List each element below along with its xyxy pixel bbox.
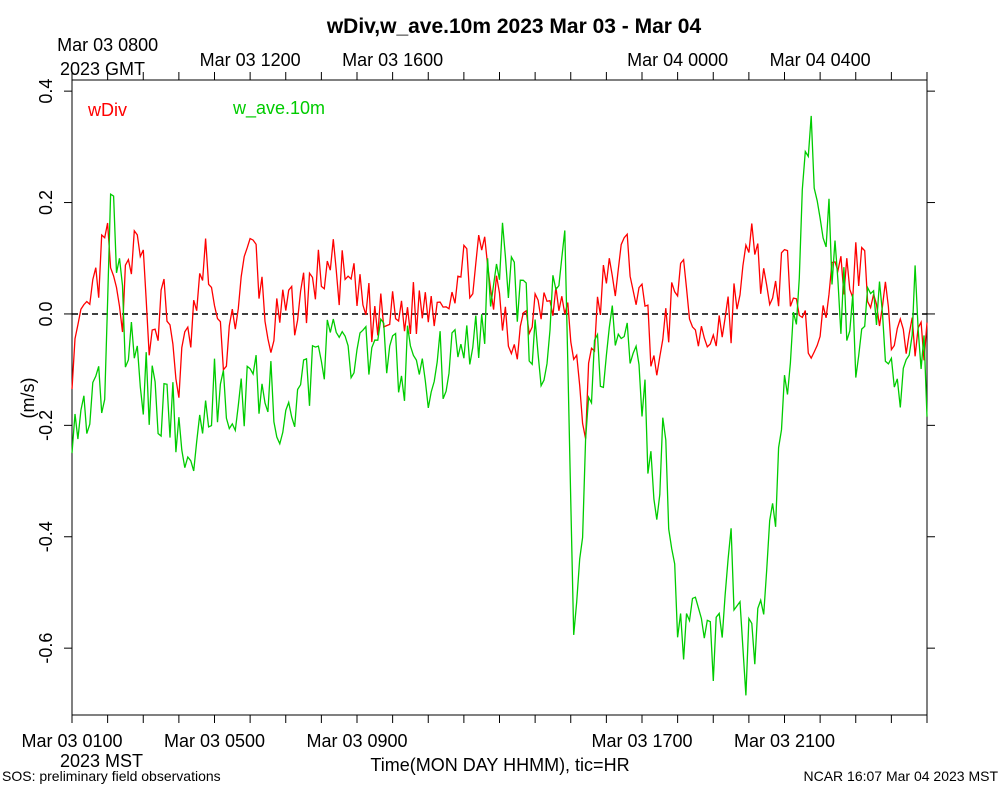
bottom-axis-label: Mar 03 0500 <box>164 731 265 751</box>
top-axis-labels: Mar 03 0800 Mar 03 1200 Mar 03 1600 Mar 04 … <box>57 35 871 70</box>
bottom-axis-label: Mar 03 0100 <box>21 731 122 751</box>
top-axis-label: Mar 03 1200 <box>200 50 301 70</box>
plot-frame <box>71 79 928 716</box>
footer-right-note: NCAR 16:07 Mar 04 2023 MST <box>803 768 998 784</box>
series-line-wdiv <box>71 222 928 439</box>
bottom-axis-label: Mar 03 1700 <box>591 731 692 751</box>
series-line-w-ave-10m <box>71 115 928 696</box>
y-tick-label: 0.2 <box>36 190 56 215</box>
y-tick-label: -0.6 <box>36 633 56 664</box>
top-axis-label: Mar 03 0800 <box>57 35 158 55</box>
bottom-axis-zone-label: 2023 MST <box>60 751 143 771</box>
top-axis-label: Mar 04 0000 <box>627 50 728 70</box>
y-tick-label: -0.2 <box>36 410 56 441</box>
legend-entry-w-ave-10m: w_ave.10m <box>232 98 325 119</box>
bottom-axis-label: Mar 03 0900 <box>306 731 407 751</box>
footer-left-note: SOS: preliminary field observations <box>2 768 221 784</box>
y-tick-label: -0.4 <box>36 521 56 552</box>
chart-title: wDiv,w_ave.10m 2023 Mar 03 - Mar 04 <box>326 15 702 38</box>
bottom-axis-labels: Mar 03 0100 Mar 03 0500 Mar 03 0900 Mar 03 … <box>21 731 835 751</box>
y-tick-label: 0.0 <box>36 301 56 326</box>
bottom-axis-label: Mar 03 2100 <box>734 731 835 751</box>
axis-ticks <box>64 72 935 723</box>
x-axis-title: Time(MON DAY HHMM), tic=HR <box>370 755 629 775</box>
legend-entry-wdiv: wDiv <box>87 100 127 120</box>
y-tick-label: 0.4 <box>36 79 56 104</box>
top-axis-label: Mar 03 1600 <box>342 50 443 70</box>
top-axis-label: Mar 04 0400 <box>770 50 871 70</box>
y-axis-title: (m/s) <box>18 378 38 419</box>
series-layer <box>71 115 928 696</box>
y-axis-labels: -0.6 -0.4 -0.2 0.0 0.2 0.4 <box>36 79 56 664</box>
top-axis-zone-label: 2023 GMT <box>60 59 145 79</box>
